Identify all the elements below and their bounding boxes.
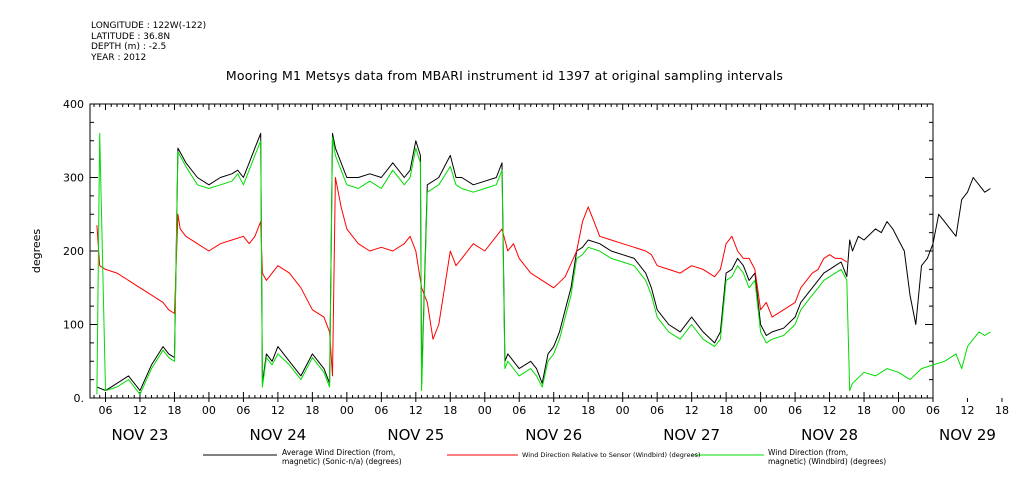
y-tick-label: 400	[63, 98, 84, 111]
x-tick-label: 06	[512, 404, 526, 417]
x-tick-label: 12	[960, 404, 974, 417]
x-tick-label: 06	[98, 404, 112, 417]
x-day-label: NOV 24	[249, 426, 306, 444]
x-day-label: NOV 26	[525, 426, 582, 444]
x-tick-label: 00	[340, 404, 354, 417]
y-tick-label: 200	[63, 245, 84, 258]
x-tick-label: 12	[271, 404, 285, 417]
x-tick-label: 00	[892, 404, 906, 417]
x-tick-label: 18	[719, 404, 733, 417]
series-windbird-wind-direction	[96, 132, 991, 395]
x-tick-label: 18	[857, 404, 871, 417]
x-tick-label: 12	[685, 404, 699, 417]
series-average-wind-direction	[96, 132, 991, 392]
y-tick-label: 0.	[74, 392, 85, 405]
x-tick-label: 00	[202, 404, 216, 417]
meta-longitude: LONGITUDE : 122W(-122)	[91, 21, 207, 31]
x-day-label: NOV 29	[939, 426, 996, 444]
series-relative-wind-direction	[96, 177, 848, 377]
x-day-label: NOV 28	[801, 426, 858, 444]
x-tick-label: 06	[926, 404, 940, 417]
x-tick-label: 18	[167, 404, 181, 417]
y-tick-label: 100	[63, 319, 84, 332]
chart-axes: 06 12 18 00 06 12 18 00 06 12 18 00 06 12 18 00 06 12 18 00…	[63, 98, 1009, 444]
x-tick-label: 06	[788, 404, 802, 417]
x-tick-label: 06	[236, 404, 250, 417]
plot-frame	[89, 103, 934, 399]
x-day-label: NOV 25	[387, 426, 444, 444]
metadata-block: LONGITUDE : 122W(-122) LATITUDE : 36.8N …	[91, 21, 206, 63]
x-tick-label: 06	[374, 404, 388, 417]
x-tick-label: 12	[823, 404, 837, 417]
x-tick-label: 00	[754, 404, 768, 417]
x-tick-label: 12	[133, 404, 147, 417]
x-tick-label: 00	[616, 404, 630, 417]
meta-year: YEAR : 2012	[91, 52, 147, 63]
meta-latitude: LATITUDE : 36.8N	[91, 31, 171, 42]
x-tick-label: 18	[995, 404, 1009, 417]
x-day-label: NOV 23	[112, 426, 169, 444]
x-tick-label: 06	[650, 404, 664, 417]
x-tick-label: 18	[581, 404, 595, 417]
x-tick-label: 12	[409, 404, 423, 417]
x-tick-label: 18	[443, 404, 457, 417]
chart-series-group	[96, 132, 991, 395]
x-tick-label: 12	[547, 404, 561, 417]
meta-depth: DEPTH (m) : -2.5	[91, 42, 167, 52]
x-tick-label: 00	[478, 404, 492, 417]
chart-title: Mooring M1 Metsys data from MBARI instru…	[225, 68, 784, 83]
y-axis-label: degrees	[30, 229, 43, 274]
x-tick-label: 18	[305, 404, 319, 417]
y-tick-label: 300	[63, 172, 84, 185]
x-day-label: NOV 27	[663, 426, 720, 444]
